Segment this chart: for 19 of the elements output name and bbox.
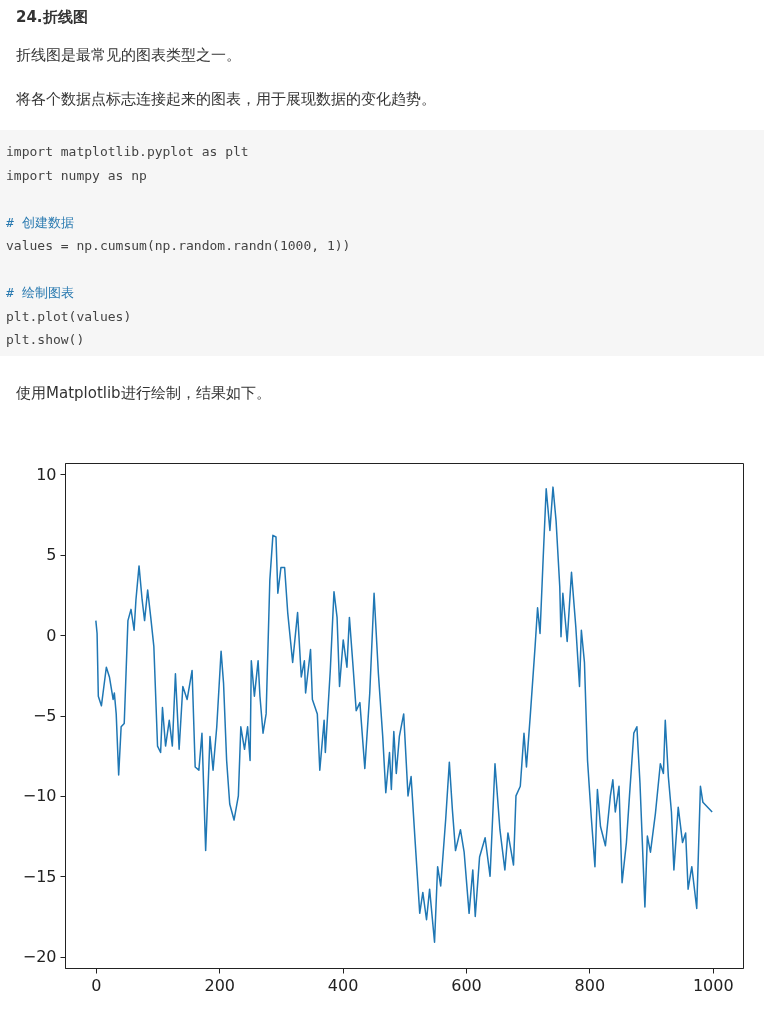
y-tick-label: 0	[46, 625, 57, 645]
x-tick-label: 600	[451, 975, 482, 995]
y-tick-label: 5	[46, 545, 57, 565]
x-tick-label: 200	[204, 975, 235, 995]
text: import matplotlib.pyplot as plt import numpy as np # 创建数据 values = np.cumsum(np.random.randn(1000, 1)) # 绘制图表 plt.plot(values) plt.show()	[6, 144, 351, 347]
text: 将各个数据点标志连接起来的图表，用于展现数据的变化趋势。	[16, 90, 436, 109]
y-tick-label: 10	[36, 464, 57, 484]
chart-subtitle: 折线图是最常见的图表类型之一。	[16, 46, 241, 65]
y-tick-label: −10	[22, 786, 57, 806]
x-tick-label: 800	[574, 975, 606, 995]
x-tick-label: 400	[327, 975, 359, 995]
x-tick-label: 1000	[692, 975, 734, 995]
y-tick-label: −5	[32, 706, 57, 725]
y-tick-label: −20	[22, 947, 57, 967]
y-tick-label: −15	[22, 866, 57, 886]
x-tick-label: 0	[91, 975, 102, 995]
text: 使用Matplotlib进行绘制，结果如下。	[16, 384, 271, 403]
line-series	[95, 486, 713, 944]
chart-title: 24.折线图	[16, 8, 88, 27]
